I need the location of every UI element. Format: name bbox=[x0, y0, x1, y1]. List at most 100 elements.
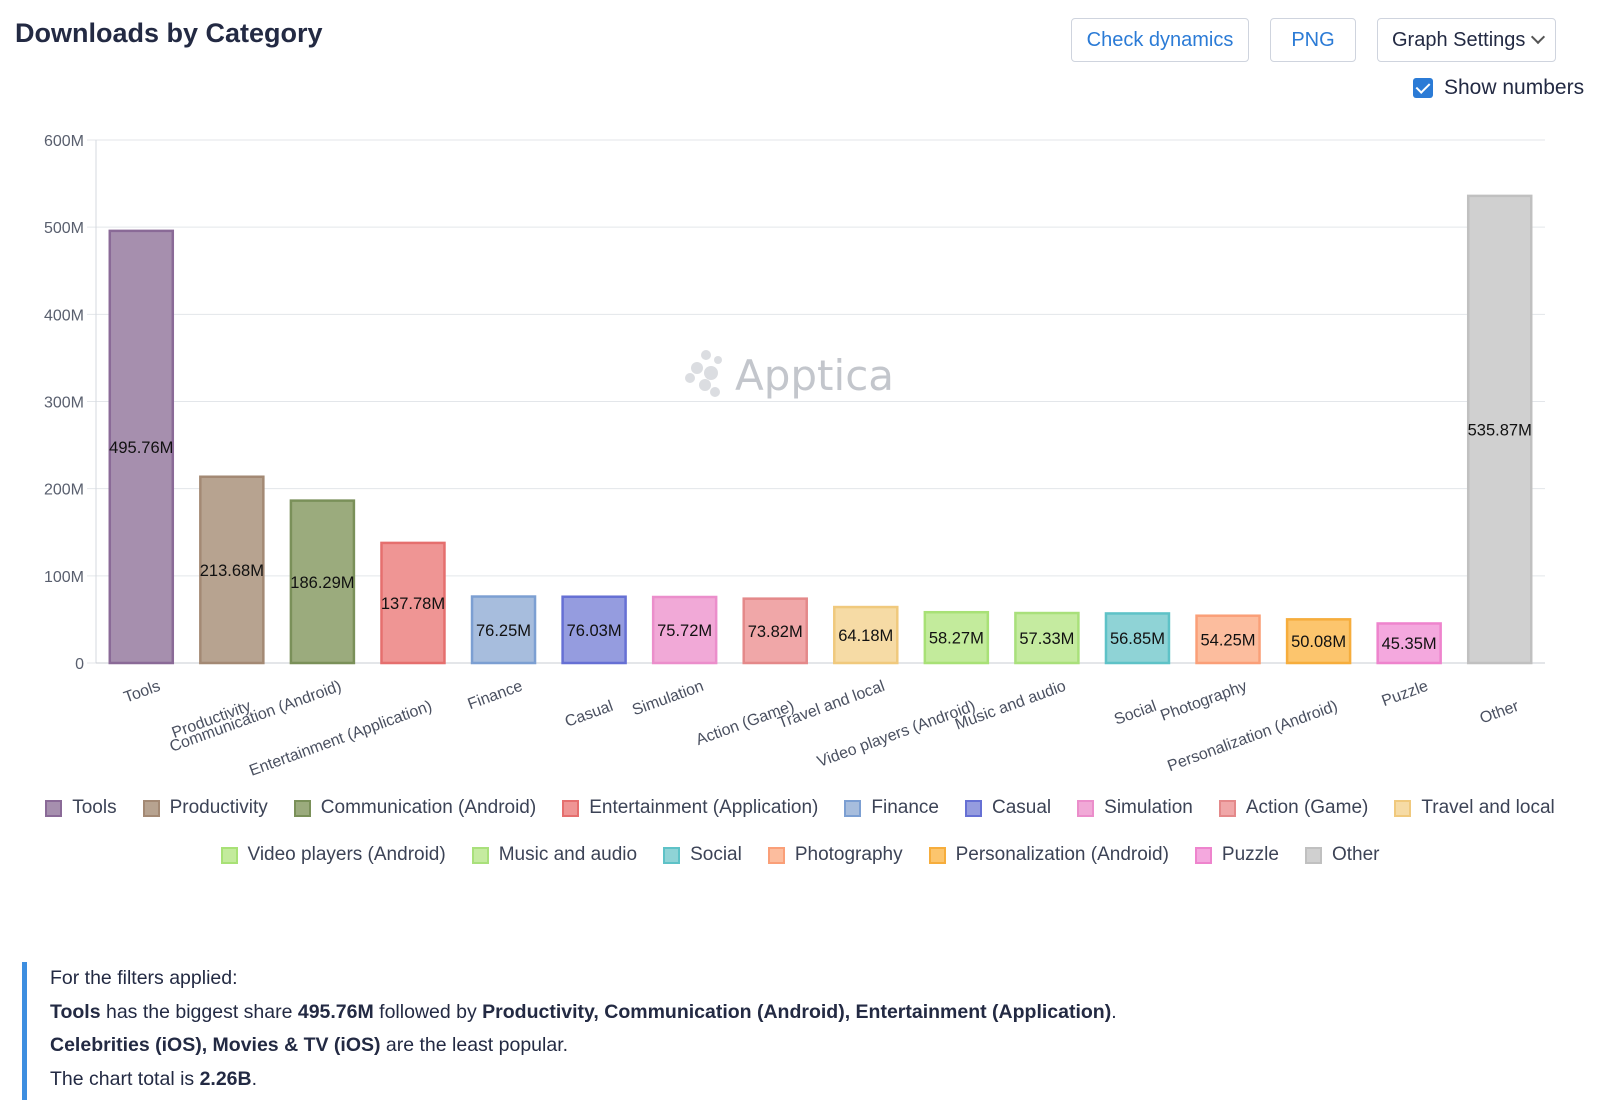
legend-swatch bbox=[1304, 846, 1322, 864]
legend-item[interactable]: Personalization (Android) bbox=[928, 844, 1169, 866]
x-tick-label: Social bbox=[1112, 698, 1159, 729]
legend-item[interactable]: Entertainment (Application) bbox=[562, 797, 818, 819]
legend-item[interactable]: Video players (Android) bbox=[220, 844, 446, 866]
legend-swatch bbox=[767, 846, 785, 864]
bar bbox=[1195, 614, 1261, 665]
legend-swatch bbox=[142, 799, 160, 817]
legend-swatch bbox=[562, 799, 580, 817]
bar-value-label: 137.78M bbox=[381, 595, 445, 613]
legend-label: Video players (Android) bbox=[247, 844, 446, 865]
x-tick-label: Finance bbox=[466, 678, 525, 713]
bar-value-label: 73.82M bbox=[748, 623, 803, 641]
watermark-dot bbox=[699, 379, 711, 391]
legend-swatch bbox=[663, 846, 681, 864]
bar bbox=[108, 229, 175, 665]
y-tick-label: 500M bbox=[44, 220, 84, 237]
chart-title: Downloads by Category bbox=[15, 18, 323, 48]
bar-value-label: 56.85M bbox=[1110, 630, 1165, 648]
legend-label: Personalization (Android) bbox=[955, 844, 1169, 865]
y-tick-label: 300M bbox=[44, 395, 84, 412]
summary-line: For the filters applied: bbox=[50, 967, 238, 989]
legend-label: Productivity bbox=[169, 797, 268, 818]
x-tick-label: Puzzle bbox=[1380, 678, 1431, 710]
x-tick-label: Other bbox=[1478, 698, 1522, 728]
y-tick-label: 600M bbox=[44, 133, 84, 150]
legend-swatch bbox=[293, 799, 311, 817]
bar bbox=[1285, 618, 1352, 665]
legend-label: Photography bbox=[794, 844, 903, 865]
legend-item[interactable]: Other bbox=[1304, 844, 1379, 866]
watermark-text: Apptica bbox=[735, 351, 894, 400]
legend-item[interactable]: Puzzle bbox=[1194, 844, 1279, 866]
bar-value-label: 58.27M bbox=[929, 630, 984, 648]
legend-label: Finance bbox=[871, 797, 939, 818]
legend-item[interactable]: Travel and local bbox=[1394, 797, 1555, 819]
bar-value-label: 64.18M bbox=[838, 627, 893, 645]
bar-value-label: 50.08M bbox=[1291, 633, 1346, 651]
checkbox-checked-icon[interactable] bbox=[1413, 78, 1433, 98]
bar bbox=[1014, 611, 1080, 665]
watermark-logo bbox=[685, 350, 722, 397]
y-tick-label: 0 bbox=[75, 656, 84, 673]
bar bbox=[199, 475, 265, 665]
bar bbox=[1104, 612, 1171, 665]
bar-value-label: 45.35M bbox=[1382, 635, 1437, 653]
bar-value-label: 54.25M bbox=[1201, 631, 1256, 649]
legend-item[interactable]: Casual bbox=[964, 797, 1051, 819]
bar bbox=[923, 610, 990, 665]
watermark-dot bbox=[710, 387, 720, 397]
bar bbox=[561, 595, 627, 665]
graph-settings-dropdown[interactable]: Graph Settings bbox=[1377, 18, 1556, 62]
bar bbox=[1466, 194, 1533, 665]
show-numbers-label: Show numbers bbox=[1444, 76, 1585, 99]
legend-swatch bbox=[1218, 799, 1236, 817]
bar-value-label: 75.72M bbox=[657, 622, 712, 640]
bar bbox=[1376, 622, 1442, 665]
legend-item[interactable]: Photography bbox=[767, 844, 903, 866]
watermark-dot bbox=[701, 350, 711, 360]
legend-label: Social bbox=[690, 844, 742, 865]
watermark-dot bbox=[704, 366, 718, 380]
bar bbox=[289, 499, 356, 665]
bar bbox=[833, 605, 899, 665]
summary-line: The chart total is 2.26B. bbox=[50, 1067, 258, 1090]
legend-swatch bbox=[1194, 846, 1212, 864]
legend-label: Music and audio bbox=[498, 844, 638, 865]
check-dynamics-button[interactable]: Check dynamics bbox=[1071, 18, 1249, 62]
legend-item[interactable]: Social bbox=[663, 844, 742, 866]
legend-label: Simulation bbox=[1104, 797, 1193, 818]
watermark-dot bbox=[714, 356, 722, 364]
legend-item[interactable]: Tools bbox=[45, 797, 117, 819]
y-tick-label: 400M bbox=[44, 307, 84, 324]
show-numbers-checkbox[interactable]: Show numbers bbox=[1413, 76, 1584, 100]
bar bbox=[651, 595, 718, 665]
legend-item[interactable]: Music and audio bbox=[471, 844, 638, 866]
legend-swatch bbox=[928, 846, 946, 864]
legend-item[interactable]: Finance bbox=[844, 797, 939, 819]
legend-swatch bbox=[1394, 799, 1412, 817]
legend-label: Communication (Android) bbox=[320, 797, 537, 818]
bar bbox=[742, 597, 808, 665]
legend-swatch bbox=[471, 846, 489, 864]
legend-item[interactable]: Action (Game) bbox=[1218, 797, 1369, 819]
watermark-dot bbox=[685, 373, 695, 383]
legend-swatch bbox=[844, 799, 862, 817]
legend-swatch bbox=[1077, 799, 1095, 817]
legend-item[interactable]: Simulation bbox=[1077, 797, 1193, 819]
x-tick-label: Casual bbox=[563, 698, 616, 731]
bar-value-label: 495.76M bbox=[109, 439, 173, 457]
x-tick-label: Tools bbox=[122, 678, 163, 707]
bar-value-label: 57.33M bbox=[1019, 630, 1074, 648]
legend-item[interactable]: Communication (Android) bbox=[293, 797, 537, 819]
legend-label: Travel and local bbox=[1421, 797, 1555, 818]
png-export-button[interactable]: PNG bbox=[1270, 18, 1356, 62]
bar-value-label: 186.29M bbox=[290, 574, 354, 592]
graph-settings-label: Graph Settings bbox=[1392, 28, 1526, 51]
bar-value-label: 76.03M bbox=[567, 622, 622, 640]
summary-line: Celebrities (iOS), Movies & TV (iOS) are… bbox=[50, 1034, 569, 1056]
legend-label: Action (Game) bbox=[1245, 797, 1369, 818]
watermark-dot bbox=[691, 362, 703, 374]
bar bbox=[380, 541, 446, 665]
bar-value-label: 535.87M bbox=[1468, 421, 1532, 439]
legend-item[interactable]: Productivity bbox=[142, 797, 268, 819]
